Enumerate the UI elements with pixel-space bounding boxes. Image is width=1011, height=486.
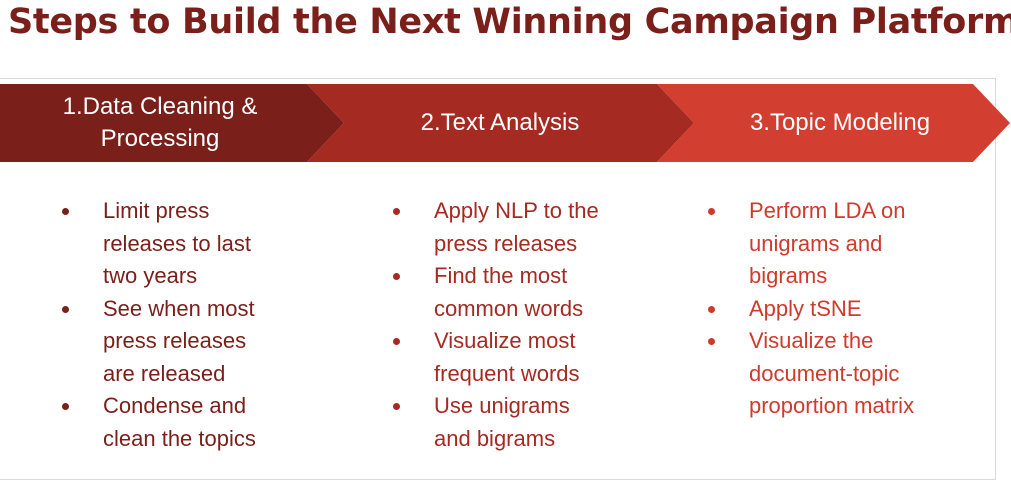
bullet-icon	[708, 208, 715, 215]
bullet-icon	[62, 403, 69, 410]
bullet-icon	[393, 338, 400, 345]
list-item: Visualize most frequent words	[389, 325, 649, 390]
bullet-icon	[393, 208, 400, 215]
page-title: Steps to Build the Next Winning Campaign…	[8, 2, 1011, 42]
step-1-bullets: Limit press releases to last two years See…	[58, 195, 318, 455]
step-1-label: 1.Data Cleaning & Processing	[62, 93, 258, 152]
list-item: Visualize the document-topic proportion ma…	[704, 325, 994, 423]
list-item: Perform LDA on unigrams and bigrams	[704, 195, 994, 293]
list-item: Use unigrams and bigrams	[389, 390, 649, 455]
list-item: Apply tSNE	[704, 293, 994, 326]
list-item: Apply NLP to the press releases	[389, 195, 649, 260]
list-item: Find the most common words	[389, 260, 649, 325]
step-3-arrow	[657, 84, 1010, 162]
content-panel	[0, 78, 996, 480]
bullet-icon	[393, 403, 400, 410]
step-2-arrow	[307, 84, 694, 162]
list-item: See when most press releases are released	[58, 293, 318, 391]
bullet-icon	[393, 273, 400, 280]
step-2-label: 2.Text Analysis	[420, 109, 580, 136]
list-item: Limit press releases to last two years	[58, 195, 318, 293]
process-arrows	[0, 84, 1010, 162]
list-item: Condense and clean the topics	[58, 390, 318, 455]
bullet-icon	[708, 338, 715, 345]
bullet-icon	[62, 305, 69, 313]
step-2-bullets: Apply NLP to the press releases Find the …	[389, 195, 649, 455]
step-3-bullets: Perform LDA on unigrams and bigrams Apply …	[704, 195, 994, 423]
bullet-icon	[708, 305, 715, 313]
step-1-arrow	[0, 84, 344, 162]
step-3-label: 3.Topic Modeling	[749, 109, 931, 136]
bullet-icon	[62, 208, 69, 215]
